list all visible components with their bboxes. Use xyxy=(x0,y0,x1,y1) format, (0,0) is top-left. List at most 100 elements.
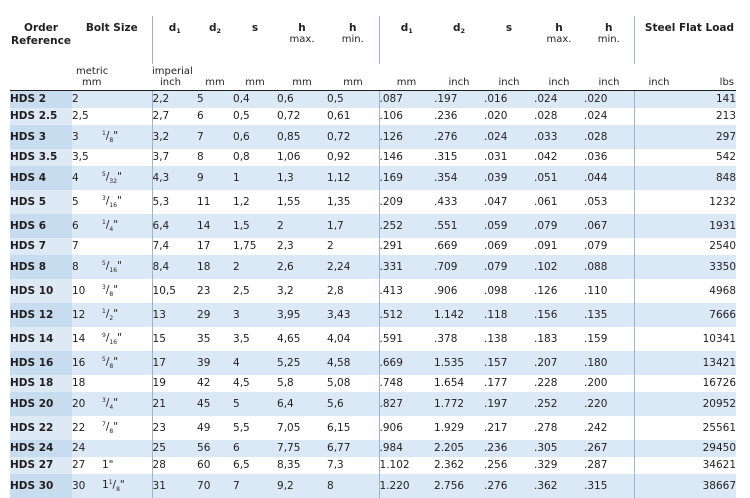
hmax-inch-cell: .207 xyxy=(534,351,584,375)
steel-flat-load-cell: 213 xyxy=(634,108,736,125)
hmax-mm-cell: 3,95 xyxy=(277,303,327,327)
order-reference-cell: HDS 16 xyxy=(10,351,72,375)
d1-inch-header: d1 xyxy=(379,16,434,64)
s-inch-cell: .276 xyxy=(484,474,534,498)
metric-size-cell: 27 xyxy=(72,457,102,474)
hmin-inch-cell: .044 xyxy=(584,166,634,190)
steel-flat-load-header: Steel Flat Load xyxy=(634,16,736,64)
s-inch-cell: .047 xyxy=(484,190,534,214)
hmax-mm-cell: 3,2 xyxy=(277,279,327,303)
s-mm-cell: 3,5 xyxy=(233,327,277,351)
d2-inch-cell: .236 xyxy=(434,108,484,125)
hmin-inch-cell: .135 xyxy=(584,303,634,327)
hmax-mm-cell: 4,65 xyxy=(277,327,327,351)
imperial-size-cell xyxy=(102,238,152,255)
s-inch-cell: .098 xyxy=(484,279,534,303)
hmax-mm-unit: mm xyxy=(327,64,379,91)
metric-size-cell: 2,5 xyxy=(72,108,102,125)
s-mm-header: s xyxy=(233,16,277,64)
d1-inch-cell: .413 xyxy=(379,279,434,303)
metric-size-cell: 3,5 xyxy=(72,149,102,166)
d1-mm-header: d1 xyxy=(152,16,197,64)
hmin-inch-cell: .200 xyxy=(584,375,634,392)
d1-mm-cell: 31 xyxy=(152,474,197,498)
hmax-inch-cell: .033 xyxy=(534,125,584,149)
d2-inch-cell: .276 xyxy=(434,125,484,149)
d1-mm-cell: 7,4 xyxy=(152,238,197,255)
hmin-inch-cell: .159 xyxy=(584,327,634,351)
hmax-mm-cell: 2 xyxy=(277,214,327,238)
d2-mm-cell: 11 xyxy=(197,190,233,214)
d1-inch-cell: .087 xyxy=(379,91,434,109)
imperial-size-cell xyxy=(102,149,152,166)
s-inch-cell: .059 xyxy=(484,214,534,238)
metric-size-cell: 30 xyxy=(72,474,102,498)
hmax-mm-cell: 1,3 xyxy=(277,166,327,190)
d2-mm-cell: 14 xyxy=(197,214,233,238)
hmax-mm-cell: 0,72 xyxy=(277,108,327,125)
d2-inch-cell: 1.772 xyxy=(434,392,484,416)
metric-size-cell: 4 xyxy=(72,166,102,190)
order-reference-header: Order Reference xyxy=(10,16,72,64)
d2-mm-cell: 23 xyxy=(197,279,233,303)
hmax-mm-cell: 0,85 xyxy=(277,125,327,149)
steel-flat-load-cell: 3350 xyxy=(634,255,736,279)
hmin-mm-cell: 4,58 xyxy=(327,351,379,375)
s-inch-cell: .031 xyxy=(484,149,534,166)
d2-inch-cell: .433 xyxy=(434,190,484,214)
hmax-inch-cell: .051 xyxy=(534,166,584,190)
s-inch-cell: .118 xyxy=(484,303,534,327)
imperial-size-cell: 5/8" xyxy=(102,351,152,375)
metric-size-cell: 8 xyxy=(72,255,102,279)
hmin-mm-cell: 1,12 xyxy=(327,166,379,190)
steel-flat-load-cell: 10341 xyxy=(634,327,736,351)
steel-flat-load-cell: 2540 xyxy=(634,238,736,255)
hmax-inch-cell: .091 xyxy=(534,238,584,255)
hmax-inch-cell: .362 xyxy=(534,474,584,498)
metric-size-cell: 2 xyxy=(72,91,102,109)
s-inch-cell: .177 xyxy=(484,375,534,392)
d2-mm-cell: 42 xyxy=(197,375,233,392)
d1-inch-cell: .984 xyxy=(379,440,434,457)
d2-mm-cell: 39 xyxy=(197,351,233,375)
order-reference-cell: HDS 6 xyxy=(10,214,72,238)
d2-mm-unit: mm xyxy=(233,64,277,91)
order-reference-cell: HDS 2.5 xyxy=(10,108,72,125)
d1-inch-cell: 1.220 xyxy=(379,474,434,498)
hmax-inch-cell: .329 xyxy=(534,457,584,474)
d2-mm-cell: 9 xyxy=(197,166,233,190)
d1-mm-cell: 19 xyxy=(152,375,197,392)
d2-mm-cell: 8 xyxy=(197,149,233,166)
imperial-size-cell: 1/8" xyxy=(102,125,152,149)
hmin-inch-cell: .110 xyxy=(584,279,634,303)
d1-inch-cell: 1.102 xyxy=(379,457,434,474)
order-reference-cell: HDS 3.5 xyxy=(10,149,72,166)
s-mm-cell: 6 xyxy=(233,440,277,457)
steel-flat-load-cell: 16726 xyxy=(634,375,736,392)
ref-unit-blank xyxy=(10,64,72,91)
s-inch-cell: .024 xyxy=(484,125,534,149)
hmin-mm-cell: 1,35 xyxy=(327,190,379,214)
hmax-mm-cell: 2,3 xyxy=(277,238,327,255)
order-reference-cell: HDS 3 xyxy=(10,125,72,149)
hmax-inch-cell: .252 xyxy=(534,392,584,416)
imperial-size-cell: 3/16" xyxy=(102,190,152,214)
steel-flat-load-cell: 297 xyxy=(634,125,736,149)
d1-mm-unit: mm xyxy=(197,64,233,91)
steel-flat-load-cell: 1232 xyxy=(634,190,736,214)
d2-inch-cell: .906 xyxy=(434,279,484,303)
imperial-size-cell: 11/8" xyxy=(102,474,152,498)
d2-inch-cell: .378 xyxy=(434,327,484,351)
s-mm-cell: 1,2 xyxy=(233,190,277,214)
